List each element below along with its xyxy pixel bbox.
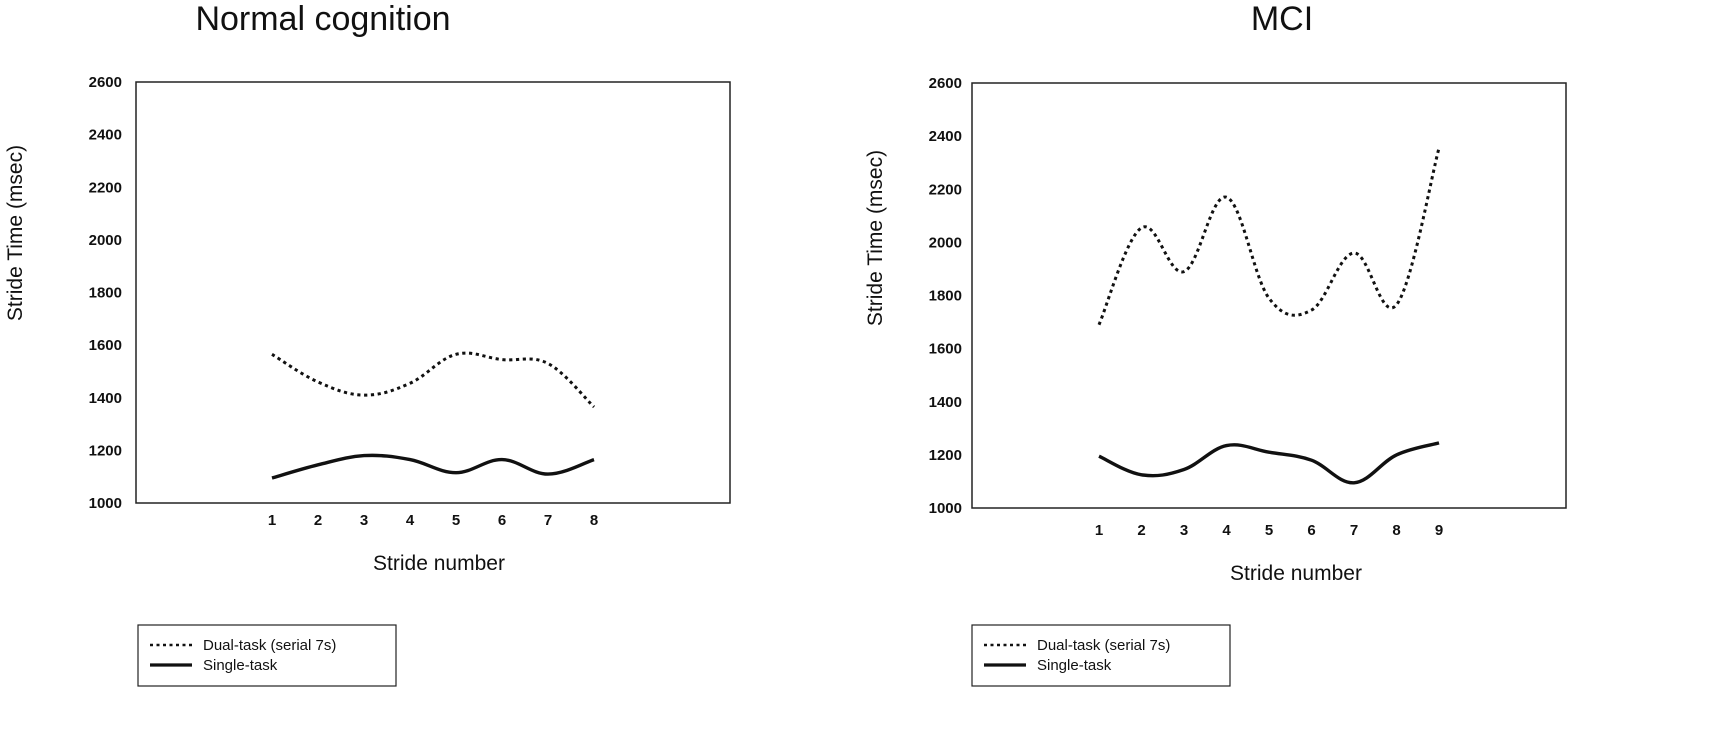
x-tick-label: 2 <box>1137 522 1145 539</box>
y-tick-label: 1000 <box>89 495 122 512</box>
x-axis-label: Stride number <box>373 552 505 575</box>
x-tick-label: 3 <box>1180 522 1188 539</box>
y-axis-label: Stride Time (msec) <box>4 145 27 321</box>
y-tick-label: 2600 <box>929 75 962 92</box>
x-tick-label: 5 <box>452 512 460 529</box>
y-axis-label: Stride Time (msec) <box>864 150 887 326</box>
y-tick-label: 1400 <box>89 390 122 407</box>
x-tick-label: 6 <box>498 512 506 529</box>
y-tick-label: 1400 <box>929 394 962 411</box>
x-tick-label: 7 <box>1350 522 1358 539</box>
y-tick-label: 1600 <box>929 341 962 358</box>
y-tick-label: 1800 <box>929 288 962 305</box>
x-tick-label: 8 <box>1392 522 1400 539</box>
x-tick-label: 4 <box>1222 522 1231 539</box>
plot-frame <box>135 81 731 504</box>
legend-label-single: Single-task <box>203 657 278 674</box>
x-tick-labels: 1 2 3 4 5 6 7 8 <box>268 512 598 529</box>
series-group <box>1097 147 1441 485</box>
chart-normal-cognition: Normal cognition 1000 1200 1400 1600 1800 200… <box>4 0 731 687</box>
y-tick-label: 1200 <box>89 442 122 459</box>
x-tick-label: 6 <box>1307 522 1315 539</box>
x-tick-label: 5 <box>1265 522 1273 539</box>
x-tick-labels: 1 2 3 4 5 6 7 8 9 <box>1095 522 1443 539</box>
x-tick-label: 8 <box>590 512 598 529</box>
x-tick-label: 9 <box>1435 522 1443 539</box>
y-tick-label: 1800 <box>89 285 122 302</box>
chart-mci: MCI 1000 1200 1400 1600 1800 2000 2200 2400 2600… <box>864 0 1567 687</box>
y-tick-label: 1000 <box>929 500 962 517</box>
legend-label-dual: Dual-task (serial 7s) <box>203 637 336 654</box>
series-line-dual-task <box>1097 147 1441 326</box>
x-tick-label: 1 <box>268 512 276 529</box>
chart-title: MCI <box>1251 0 1313 38</box>
series-line-dual-task <box>271 351 596 409</box>
y-tick-label: 2400 <box>89 127 122 144</box>
legend: Dual-task (serial 7s) Single-task <box>971 624 1231 687</box>
series-group <box>271 351 596 480</box>
y-tick-label: 2400 <box>929 128 962 145</box>
y-tick-label: 2600 <box>89 74 122 91</box>
y-tick-label: 2000 <box>89 232 122 249</box>
series-line-single-task <box>271 453 595 480</box>
legend-box <box>137 624 397 687</box>
legend-label-dual: Dual-task (serial 7s) <box>1037 637 1170 654</box>
chart-title: Normal cognition <box>195 0 450 38</box>
legend-box <box>971 624 1231 687</box>
plot-frame <box>971 82 1567 509</box>
x-tick-label: 7 <box>544 512 552 529</box>
x-axis-label: Stride number <box>1230 562 1362 585</box>
y-tick-label: 2200 <box>89 179 122 196</box>
legend-label-single: Single-task <box>1037 657 1112 674</box>
y-tick-label: 2200 <box>929 181 962 198</box>
series-line-single-task <box>1098 441 1440 485</box>
x-tick-label: 1 <box>1095 522 1103 539</box>
x-tick-label: 3 <box>360 512 368 529</box>
y-tick-label: 1600 <box>89 337 122 354</box>
legend: Dual-task (serial 7s) Single-task <box>137 624 397 687</box>
y-tick-label: 1200 <box>929 447 962 464</box>
y-tick-label: 2000 <box>929 234 962 251</box>
y-tick-labels: 1000 1200 1400 1600 1800 2000 2200 2400 2600 <box>929 75 962 517</box>
y-tick-labels: 1000 1200 1400 1600 1800 2000 2200 2400 2600 <box>89 74 122 512</box>
x-tick-label: 2 <box>314 512 322 529</box>
x-tick-label: 4 <box>406 512 415 529</box>
